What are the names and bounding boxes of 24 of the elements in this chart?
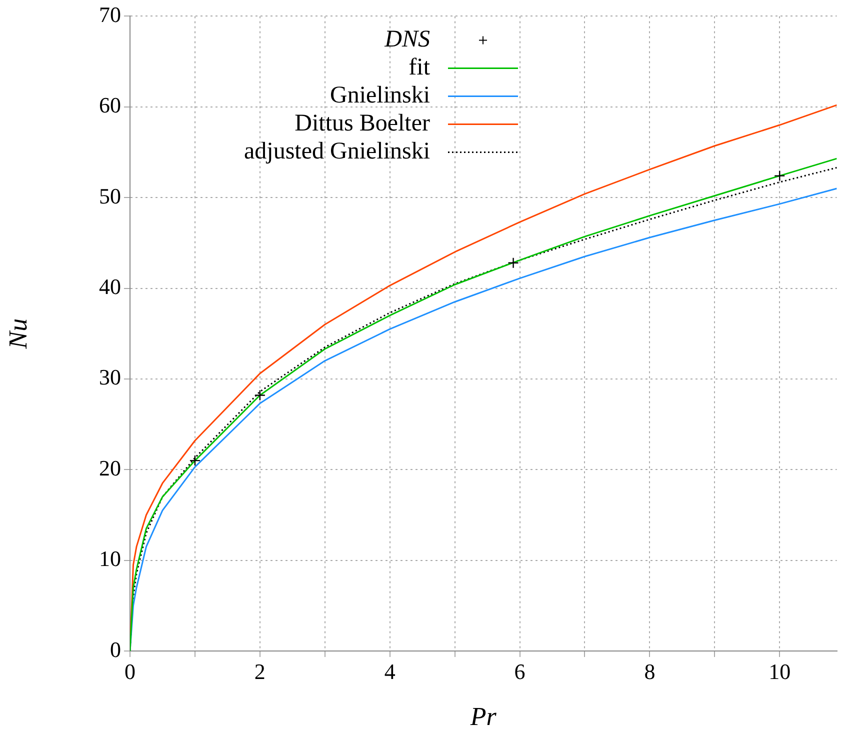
point [774, 170, 786, 182]
y-tick-label: 40 [99, 274, 121, 300]
y-tick-label: 0 [110, 636, 121, 662]
legend-label: adjusted Gnielinski [244, 138, 430, 164]
x-tick-label: 10 [768, 658, 791, 684]
y-axis-title: Nu [3, 318, 32, 350]
x-tick-label: 8 [644, 658, 656, 684]
point [189, 454, 201, 466]
point [254, 390, 266, 401]
y-tick-label: 20 [99, 455, 121, 480]
y-tick-label: 50 [99, 183, 121, 208]
y-tick-label: 60 [99, 92, 121, 118]
legend-label: fit [408, 54, 430, 80]
y-tick-label: 30 [99, 364, 121, 390]
legend-label: Gnielinski [330, 82, 430, 108]
x-axis-title: Pr [469, 702, 498, 732]
x-tick-label: 6 [514, 658, 526, 684]
x-tick-label: 2 [254, 658, 266, 684]
legend-label: Dittus Boelter [294, 110, 430, 136]
y-tick-label: 70 [99, 2, 121, 27]
y-tick-label: 10 [99, 546, 121, 572]
x-tick-label: 4 [384, 658, 396, 684]
legend-label: DNS [384, 26, 430, 53]
point [508, 257, 519, 268]
